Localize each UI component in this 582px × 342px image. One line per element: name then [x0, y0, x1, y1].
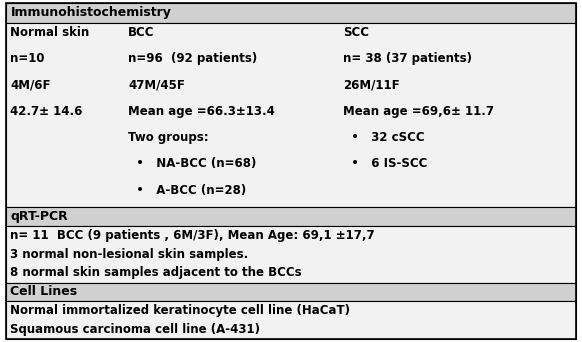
- Text: Immunohistochemistry: Immunohistochemistry: [10, 6, 171, 19]
- Bar: [6, 226, 576, 282]
- Text: Squamous carcinoma cell line (A-431): Squamous carcinoma cell line (A-431): [10, 323, 261, 336]
- Bar: [6, 23, 576, 207]
- Text: Mean age =69,6± 11.7: Mean age =69,6± 11.7: [343, 105, 494, 118]
- Bar: [6, 207, 576, 226]
- Text: 42.7± 14.6: 42.7± 14.6: [10, 105, 83, 118]
- Text: n= 11  BCC (9 patients , 6M/3F), Mean Age: 69,1 ±17,7: n= 11 BCC (9 patients , 6M/3F), Mean Age…: [10, 229, 375, 242]
- Text: Two groups:: Two groups:: [128, 131, 209, 144]
- Text: •   32 cSCC: • 32 cSCC: [343, 131, 425, 144]
- Text: Mean age =66.3±13.4: Mean age =66.3±13.4: [128, 105, 275, 118]
- Text: Cell Lines: Cell Lines: [10, 285, 77, 298]
- Text: •   A-BCC (n=28): • A-BCC (n=28): [128, 184, 246, 197]
- Text: 47M/45F: 47M/45F: [128, 79, 185, 92]
- Text: •   6 IS-SCC: • 6 IS-SCC: [343, 157, 428, 170]
- Text: n=10: n=10: [10, 52, 45, 65]
- Text: n=96  (92 patients): n=96 (92 patients): [128, 52, 257, 65]
- Text: 3 normal non-lesional skin samples.: 3 normal non-lesional skin samples.: [10, 248, 249, 261]
- Text: 26M/11F: 26M/11F: [343, 79, 400, 92]
- Text: Normal skin: Normal skin: [10, 26, 90, 39]
- Text: SCC: SCC: [343, 26, 370, 39]
- Bar: [6, 282, 576, 301]
- Text: BCC: BCC: [128, 26, 155, 39]
- Text: 4M/6F: 4M/6F: [10, 79, 51, 92]
- Bar: [6, 3, 576, 23]
- Text: Normal immortalized keratinocyte cell line (HaCaT): Normal immortalized keratinocyte cell li…: [10, 304, 350, 317]
- Text: 8 normal skin samples adjacent to the BCCs: 8 normal skin samples adjacent to the BC…: [10, 266, 302, 279]
- Text: n= 38 (37 patients): n= 38 (37 patients): [343, 52, 473, 65]
- Bar: [6, 301, 576, 339]
- Text: qRT-PCR: qRT-PCR: [10, 210, 68, 223]
- Text: •   NA-BCC (n=68): • NA-BCC (n=68): [128, 157, 257, 170]
